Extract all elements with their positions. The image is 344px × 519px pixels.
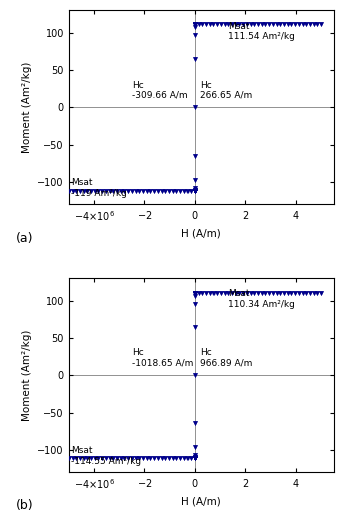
Y-axis label: Moment (Am²/kg): Moment (Am²/kg)	[22, 62, 32, 153]
X-axis label: H (A/m): H (A/m)	[181, 229, 221, 239]
Y-axis label: Moment (Am²/kg): Moment (Am²/kg)	[22, 330, 32, 421]
Text: (b): (b)	[16, 499, 33, 512]
Text: Msat
110.34 Am²/kg: Msat 110.34 Am²/kg	[228, 290, 294, 309]
X-axis label: H (A/m): H (A/m)	[181, 497, 221, 507]
Text: (a): (a)	[16, 231, 33, 244]
Text: Hc
-1018.65 A/m: Hc -1018.65 A/m	[132, 348, 193, 368]
Text: Hc
266.65 A/m: Hc 266.65 A/m	[200, 80, 252, 100]
Text: Msat
111.54 Am²/kg: Msat 111.54 Am²/kg	[228, 22, 294, 41]
Text: Msat
-114.55 Am²/kg: Msat -114.55 Am²/kg	[71, 446, 141, 466]
Text: Msat
-119 Am²/kg: Msat -119 Am²/kg	[71, 179, 127, 198]
Text: Hc
-309.66 A/m: Hc -309.66 A/m	[132, 80, 187, 100]
Text: Hc
966.89 A/m: Hc 966.89 A/m	[200, 348, 252, 368]
